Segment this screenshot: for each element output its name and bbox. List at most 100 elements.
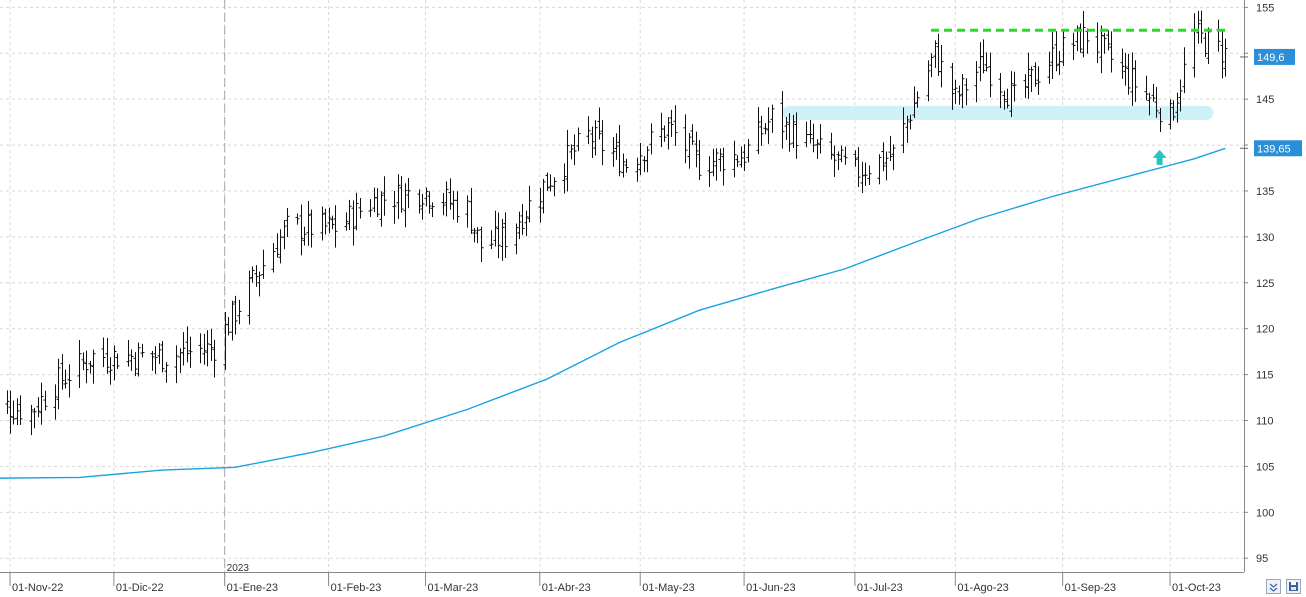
price-bar <box>330 215 335 230</box>
price-bar <box>884 151 889 181</box>
price-bar <box>136 342 141 377</box>
price-bar <box>18 395 23 426</box>
price-bar <box>950 62 955 110</box>
price-bar <box>271 242 276 273</box>
last-price-badge: 149,6 <box>1240 48 1295 65</box>
price-bar <box>84 350 89 384</box>
price-bar <box>933 40 938 68</box>
price-bar <box>815 139 820 159</box>
price-bar <box>15 398 20 426</box>
price-bar <box>929 53 934 78</box>
price-bar <box>53 384 58 420</box>
price-bar <box>1133 60 1138 102</box>
price-bar <box>29 404 34 436</box>
price-bar <box>202 333 207 365</box>
price-bar <box>552 177 557 197</box>
price-bar <box>514 223 519 255</box>
price-bar <box>926 60 931 102</box>
price-bar <box>621 153 626 178</box>
price-bar <box>659 112 664 148</box>
x-tick-label: 01-Ago-23 <box>957 582 1008 594</box>
price-bar <box>160 340 165 373</box>
save-button[interactable] <box>1286 579 1301 594</box>
x-tick-label: 01-Ene-23 <box>227 582 278 594</box>
price-bar <box>164 362 169 383</box>
price-bar <box>1126 54 1131 95</box>
double-chevron-icon <box>1269 583 1278 592</box>
price-bar <box>517 211 522 240</box>
price-bar <box>888 135 893 162</box>
price-bar <box>115 353 120 370</box>
price-bar <box>198 333 203 364</box>
price-bar <box>1005 88 1010 109</box>
price-bar <box>694 131 699 168</box>
price-bar <box>666 117 671 150</box>
price-bar <box>1029 66 1034 92</box>
last-price-badge-box <box>1254 48 1295 65</box>
price-bar <box>112 345 117 381</box>
price-bar <box>475 227 480 244</box>
price-bar <box>818 124 823 154</box>
price-bar <box>683 114 688 164</box>
price-bar <box>714 148 719 181</box>
price-bar <box>978 42 983 82</box>
price-bar <box>347 199 352 230</box>
x-axis: 01-Nov-22 01-Dic-22 01-Ene-23 01-Feb-23 01-M… <box>0 563 1244 594</box>
price-bar <box>257 271 262 297</box>
price-bar <box>787 113 792 152</box>
price-bar <box>250 266 255 283</box>
price-bar <box>178 348 183 374</box>
price-bar <box>1071 32 1076 61</box>
price-bar <box>853 150 858 167</box>
price-bars <box>5 10 1228 436</box>
zoom-toggle-button[interactable] <box>1266 579 1281 594</box>
price-bar <box>877 154 882 185</box>
price-bar <box>998 72 1003 109</box>
price-bar <box>91 349 96 384</box>
grid-lines <box>0 0 1244 576</box>
price-bar <box>642 156 647 173</box>
price-bar <box>285 207 290 238</box>
price-bar <box>1120 48 1125 79</box>
price-bar <box>562 163 567 194</box>
price-bar <box>1144 75 1149 101</box>
price-bar <box>185 326 190 363</box>
price-bar <box>763 123 768 135</box>
price-bar <box>780 91 785 149</box>
price-bar <box>1216 19 1221 52</box>
price-bar <box>759 115 764 146</box>
price-bar <box>766 107 771 144</box>
price-bar <box>915 91 920 108</box>
x-tick-label: 01-Nov-22 <box>12 582 63 594</box>
price-bar <box>489 230 494 250</box>
price-bar <box>936 33 941 77</box>
price-bar <box>1050 31 1055 80</box>
price-bar <box>690 124 695 145</box>
price-bar <box>323 208 328 235</box>
price-bar <box>1002 90 1007 110</box>
price-bar <box>424 187 429 207</box>
y-tick-label: 110 <box>1256 416 1274 428</box>
price-bar <box>56 358 61 410</box>
price-bar <box>1151 83 1156 102</box>
price-bar <box>209 328 214 362</box>
y-tick-label: 100 <box>1256 507 1274 519</box>
price-bar <box>223 311 228 370</box>
price-bar <box>455 191 460 223</box>
price-bar <box>406 178 411 209</box>
price-bar <box>230 300 235 341</box>
support-zone-band <box>782 105 1214 120</box>
floppy-disk-icon <box>1289 582 1298 591</box>
price-bar <box>984 52 989 72</box>
price-bar <box>960 73 965 109</box>
price-bar <box>711 148 716 177</box>
price-bar <box>205 330 210 367</box>
price-bar <box>503 212 508 258</box>
y-axis: 9510010511011512012513013514014515015514… <box>1240 0 1302 572</box>
price-bar <box>808 120 813 144</box>
price-bar <box>333 205 338 248</box>
x-tick-label: 01-Feb-23 <box>331 582 382 594</box>
price-bar <box>133 352 138 377</box>
price-bar <box>957 85 962 105</box>
price-bar <box>278 229 283 264</box>
